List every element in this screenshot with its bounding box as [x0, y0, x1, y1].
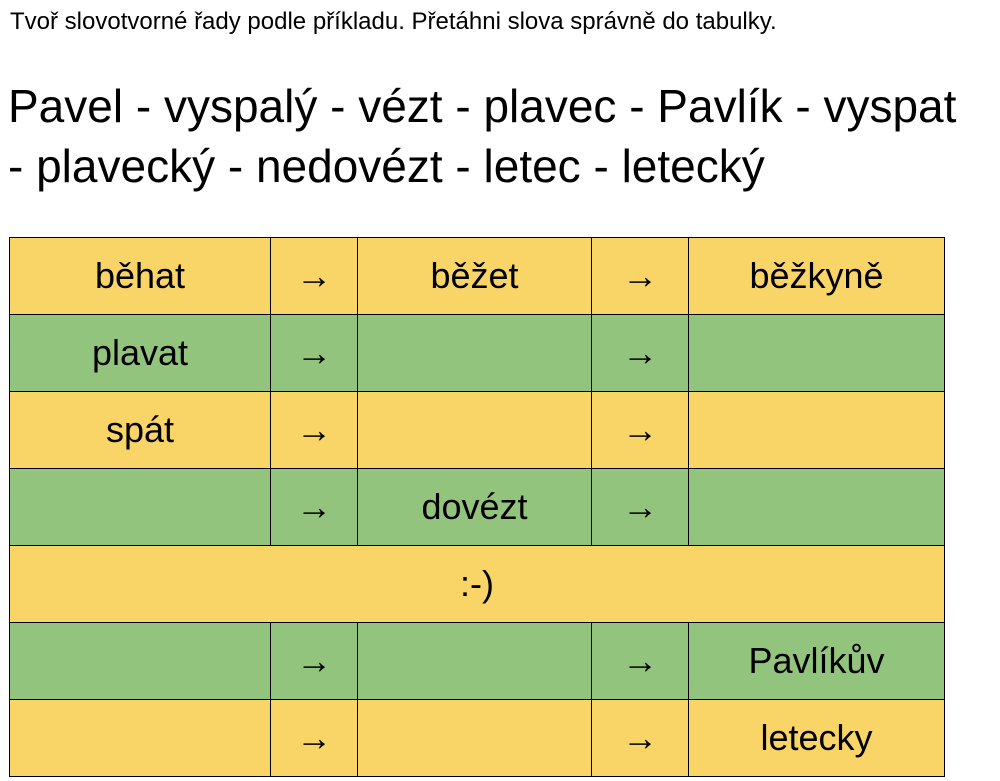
table-row: běhat → běžet → běžkyně — [9, 237, 945, 315]
arrow-icon: → — [270, 237, 358, 315]
drop-slot-r4-c5[interactable] — [688, 468, 945, 546]
table-row: → → letecky — [9, 699, 945, 777]
table-cell-r1-c1[interactable]: běhat — [9, 237, 271, 315]
table-row: spát → → — [9, 391, 945, 469]
instruction-text: Tvoř slovotvorné řady podle příkladu. Př… — [10, 8, 777, 35]
table-cell-r6-c5[interactable]: Pavlíkův — [688, 622, 945, 700]
table-cell-r3-c1[interactable]: spát — [9, 391, 271, 469]
table-cell-r1-c5[interactable]: běžkyně — [688, 237, 945, 315]
arrow-icon: → — [591, 237, 689, 315]
table-row: → dovézt → — [9, 468, 945, 546]
smiley-cell: :-) — [9, 545, 945, 623]
table-cell-r2-c1[interactable]: plavat — [9, 314, 271, 392]
table-row: plavat → → — [9, 314, 945, 392]
word-bank-line-1: Pavel - vyspalý - vézt - plavec - Pavlík… — [8, 80, 957, 132]
arrow-icon: → — [591, 468, 689, 546]
arrow-icon: → — [270, 314, 358, 392]
drop-slot-r2-c5[interactable] — [688, 314, 945, 392]
arrow-icon: → — [591, 314, 689, 392]
drop-slot-r3-c3[interactable] — [357, 391, 592, 469]
drop-slot-r7-c3[interactable] — [357, 699, 592, 777]
arrow-icon: → — [591, 622, 689, 700]
table-row-merged: :-) — [9, 545, 945, 623]
drop-slot-r7-c1[interactable] — [9, 699, 271, 777]
drop-slot-r2-c3[interactable] — [357, 314, 592, 392]
arrow-icon: → — [591, 391, 689, 469]
arrow-icon: → — [270, 699, 358, 777]
table-cell-r7-c5[interactable]: letecky — [688, 699, 945, 777]
drop-slot-r4-c1[interactable] — [9, 468, 271, 546]
arrow-icon: → — [591, 699, 689, 777]
word-formation-table: běhat → běžet → běžkyně plavat → → spát … — [9, 237, 945, 777]
arrow-icon: → — [270, 391, 358, 469]
word-bank-line-2: - plavecký - nedovézt - letec - letecký — [8, 140, 765, 192]
drop-slot-r3-c5[interactable] — [688, 391, 945, 469]
drop-slot-r6-c1[interactable] — [9, 622, 271, 700]
arrow-icon: → — [270, 468, 358, 546]
table-cell-r1-c3[interactable]: běžet — [357, 237, 592, 315]
word-bank: Pavel - vyspalý - vézt - plavec - Pavlík… — [8, 76, 998, 196]
arrow-icon: → — [270, 622, 358, 700]
table-row: → → Pavlíkův — [9, 622, 945, 700]
drop-slot-r6-c3[interactable] — [357, 622, 592, 700]
table-cell-r4-c3[interactable]: dovézt — [357, 468, 592, 546]
